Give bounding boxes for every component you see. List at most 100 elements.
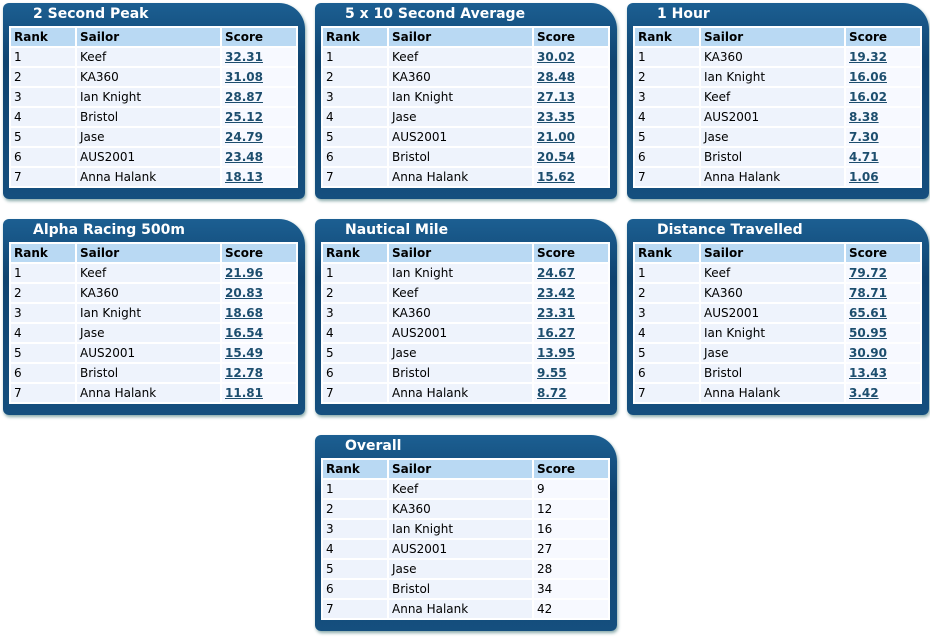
sailor-cell: KA360 [387, 66, 534, 88]
rank-cell: 6 [321, 578, 389, 600]
score-cell: 11.81 [220, 382, 298, 404]
score-link[interactable]: 27.13 [537, 90, 575, 104]
leaderboard-table: Rank Sailor Score 1 Ian Knight 24.67 2 Keef 23.4… [321, 242, 610, 404]
score-cell: 30.02 [532, 46, 610, 68]
score-link[interactable]: 7.30 [849, 130, 879, 144]
score-link[interactable]: 18.13 [225, 170, 263, 184]
score-link[interactable]: 30.02 [537, 50, 575, 64]
score-cell: 21.96 [220, 262, 298, 284]
sailor-cell: AUS2001 [75, 342, 222, 364]
score-link[interactable]: 23.35 [537, 110, 575, 124]
score-link[interactable]: 25.12 [225, 110, 263, 124]
score-link[interactable]: 11.81 [225, 386, 263, 400]
score-link[interactable]: 24.79 [225, 130, 263, 144]
score-link[interactable]: 28.87 [225, 90, 263, 104]
score-link[interactable]: 16.27 [537, 326, 575, 340]
score-link[interactable]: 13.95 [537, 346, 575, 360]
sailor-cell: Bristol [699, 362, 846, 384]
score-link[interactable]: 21.00 [537, 130, 575, 144]
score-link[interactable]: 4.71 [849, 150, 879, 164]
sailor-cell: Jase [699, 126, 846, 148]
score-link[interactable]: 3.42 [849, 386, 879, 400]
score-link[interactable]: 12.78 [225, 366, 263, 380]
score-link[interactable]: 79.72 [849, 266, 887, 280]
sailor-cell: Bristol [75, 106, 222, 128]
rank-cell: 1 [9, 46, 77, 68]
score-link[interactable]: 28.48 [537, 70, 575, 84]
score-link[interactable]: 9.55 [537, 366, 567, 380]
sailor-cell: Ian Knight [75, 86, 222, 108]
sailor-cell: KA360 [75, 66, 222, 88]
score-link[interactable]: 23.48 [225, 150, 263, 164]
table-row: 1 Keef 21.96 [9, 262, 298, 284]
score-link[interactable]: 13.43 [849, 366, 887, 380]
header-row: Rank Sailor Score [321, 242, 610, 264]
column-header: Rank [9, 242, 77, 264]
rank-cell: 3 [633, 86, 701, 108]
column-header: Score [532, 26, 610, 48]
score-link[interactable]: 23.42 [537, 286, 575, 300]
score-cell: 16.27 [532, 322, 610, 344]
sailor-cell: Anna Halank [387, 166, 534, 188]
table-row: 7 Anna Halank 8.72 [321, 382, 610, 404]
score-cell: 50.95 [844, 322, 922, 344]
score-link[interactable]: 23.31 [537, 306, 575, 320]
rank-cell: 2 [321, 282, 389, 304]
score-link[interactable]: 15.62 [537, 170, 575, 184]
score-link[interactable]: 1.06 [849, 170, 879, 184]
sailor-cell: KA360 [387, 302, 534, 324]
table-row: 2 KA360 12 [321, 498, 610, 520]
table-row: 1 Ian Knight 24.67 [321, 262, 610, 284]
sailor-cell: Anna Halank [75, 382, 222, 404]
table-row: 6 Bristol 13.43 [633, 362, 922, 384]
score-link[interactable]: 65.61 [849, 306, 887, 320]
sailor-cell: AUS2001 [699, 302, 846, 324]
score-cell: 79.72 [844, 262, 922, 284]
score-link[interactable]: 50.95 [849, 326, 887, 340]
sailor-cell: Bristol [387, 146, 534, 168]
score-link[interactable]: 32.31 [225, 50, 263, 64]
sailor-cell: Keef [387, 282, 534, 304]
leaderboard-panel: Overall Rank Sailor Score 1 Keef 9 2 KA360 12 3 Ian… [315, 435, 617, 631]
score-link[interactable]: 78.71 [849, 286, 887, 300]
rank-cell: 2 [633, 282, 701, 304]
header-row: Rank Sailor Score [9, 26, 298, 48]
score-link[interactable]: 16.54 [225, 326, 263, 340]
score-link[interactable]: 8.38 [849, 110, 879, 124]
leaderboard-panel: Alpha Racing 500m Rank Sailor Score 1 Keef 21.… [3, 219, 305, 415]
score-link[interactable]: 31.08 [225, 70, 263, 84]
score-link[interactable]: 20.54 [537, 150, 575, 164]
table-row: 5 Jase 28 [321, 558, 610, 580]
score-link[interactable]: 20.83 [225, 286, 263, 300]
sailor-cell: Keef [387, 478, 534, 500]
column-header: Sailor [75, 242, 222, 264]
score-link[interactable]: 19.32 [849, 50, 887, 64]
score-cell: 23.35 [532, 106, 610, 128]
column-header: Score [220, 26, 298, 48]
table-row: 4 AUS2001 8.38 [633, 106, 922, 128]
score-link[interactable]: 16.06 [849, 70, 887, 84]
column-header: Rank [321, 242, 389, 264]
header-row: Rank Sailor Score [633, 26, 922, 48]
score-cell: 28.87 [220, 86, 298, 108]
score-link[interactable]: 24.67 [537, 266, 575, 280]
table-row: 4 Jase 16.54 [9, 322, 298, 344]
table-row: 2 KA360 78.71 [633, 282, 922, 304]
score-cell: 12.78 [220, 362, 298, 384]
leaderboard-table: Rank Sailor Score 1 Keef 9 2 KA360 12 3 Ian Knight… [321, 458, 610, 620]
rank-cell: 3 [9, 302, 77, 324]
sailor-cell: KA360 [75, 282, 222, 304]
score-link[interactable]: 18.68 [225, 306, 263, 320]
panel-title: Overall [345, 438, 402, 454]
rank-cell: 4 [9, 322, 77, 344]
column-header: Score [220, 242, 298, 264]
score-link[interactable]: 16.02 [849, 90, 887, 104]
score-link[interactable]: 8.72 [537, 386, 567, 400]
table-row: 7 Anna Halank 42 [321, 598, 610, 620]
column-header: Rank [321, 458, 389, 480]
leaderboard-table: Rank Sailor Score 1 Keef 79.72 2 KA360 78.71 3 AUS… [633, 242, 922, 404]
score-link[interactable]: 30.90 [849, 346, 887, 360]
score-link[interactable]: 15.49 [225, 346, 263, 360]
score-cell: 23.31 [532, 302, 610, 324]
score-link[interactable]: 21.96 [225, 266, 263, 280]
